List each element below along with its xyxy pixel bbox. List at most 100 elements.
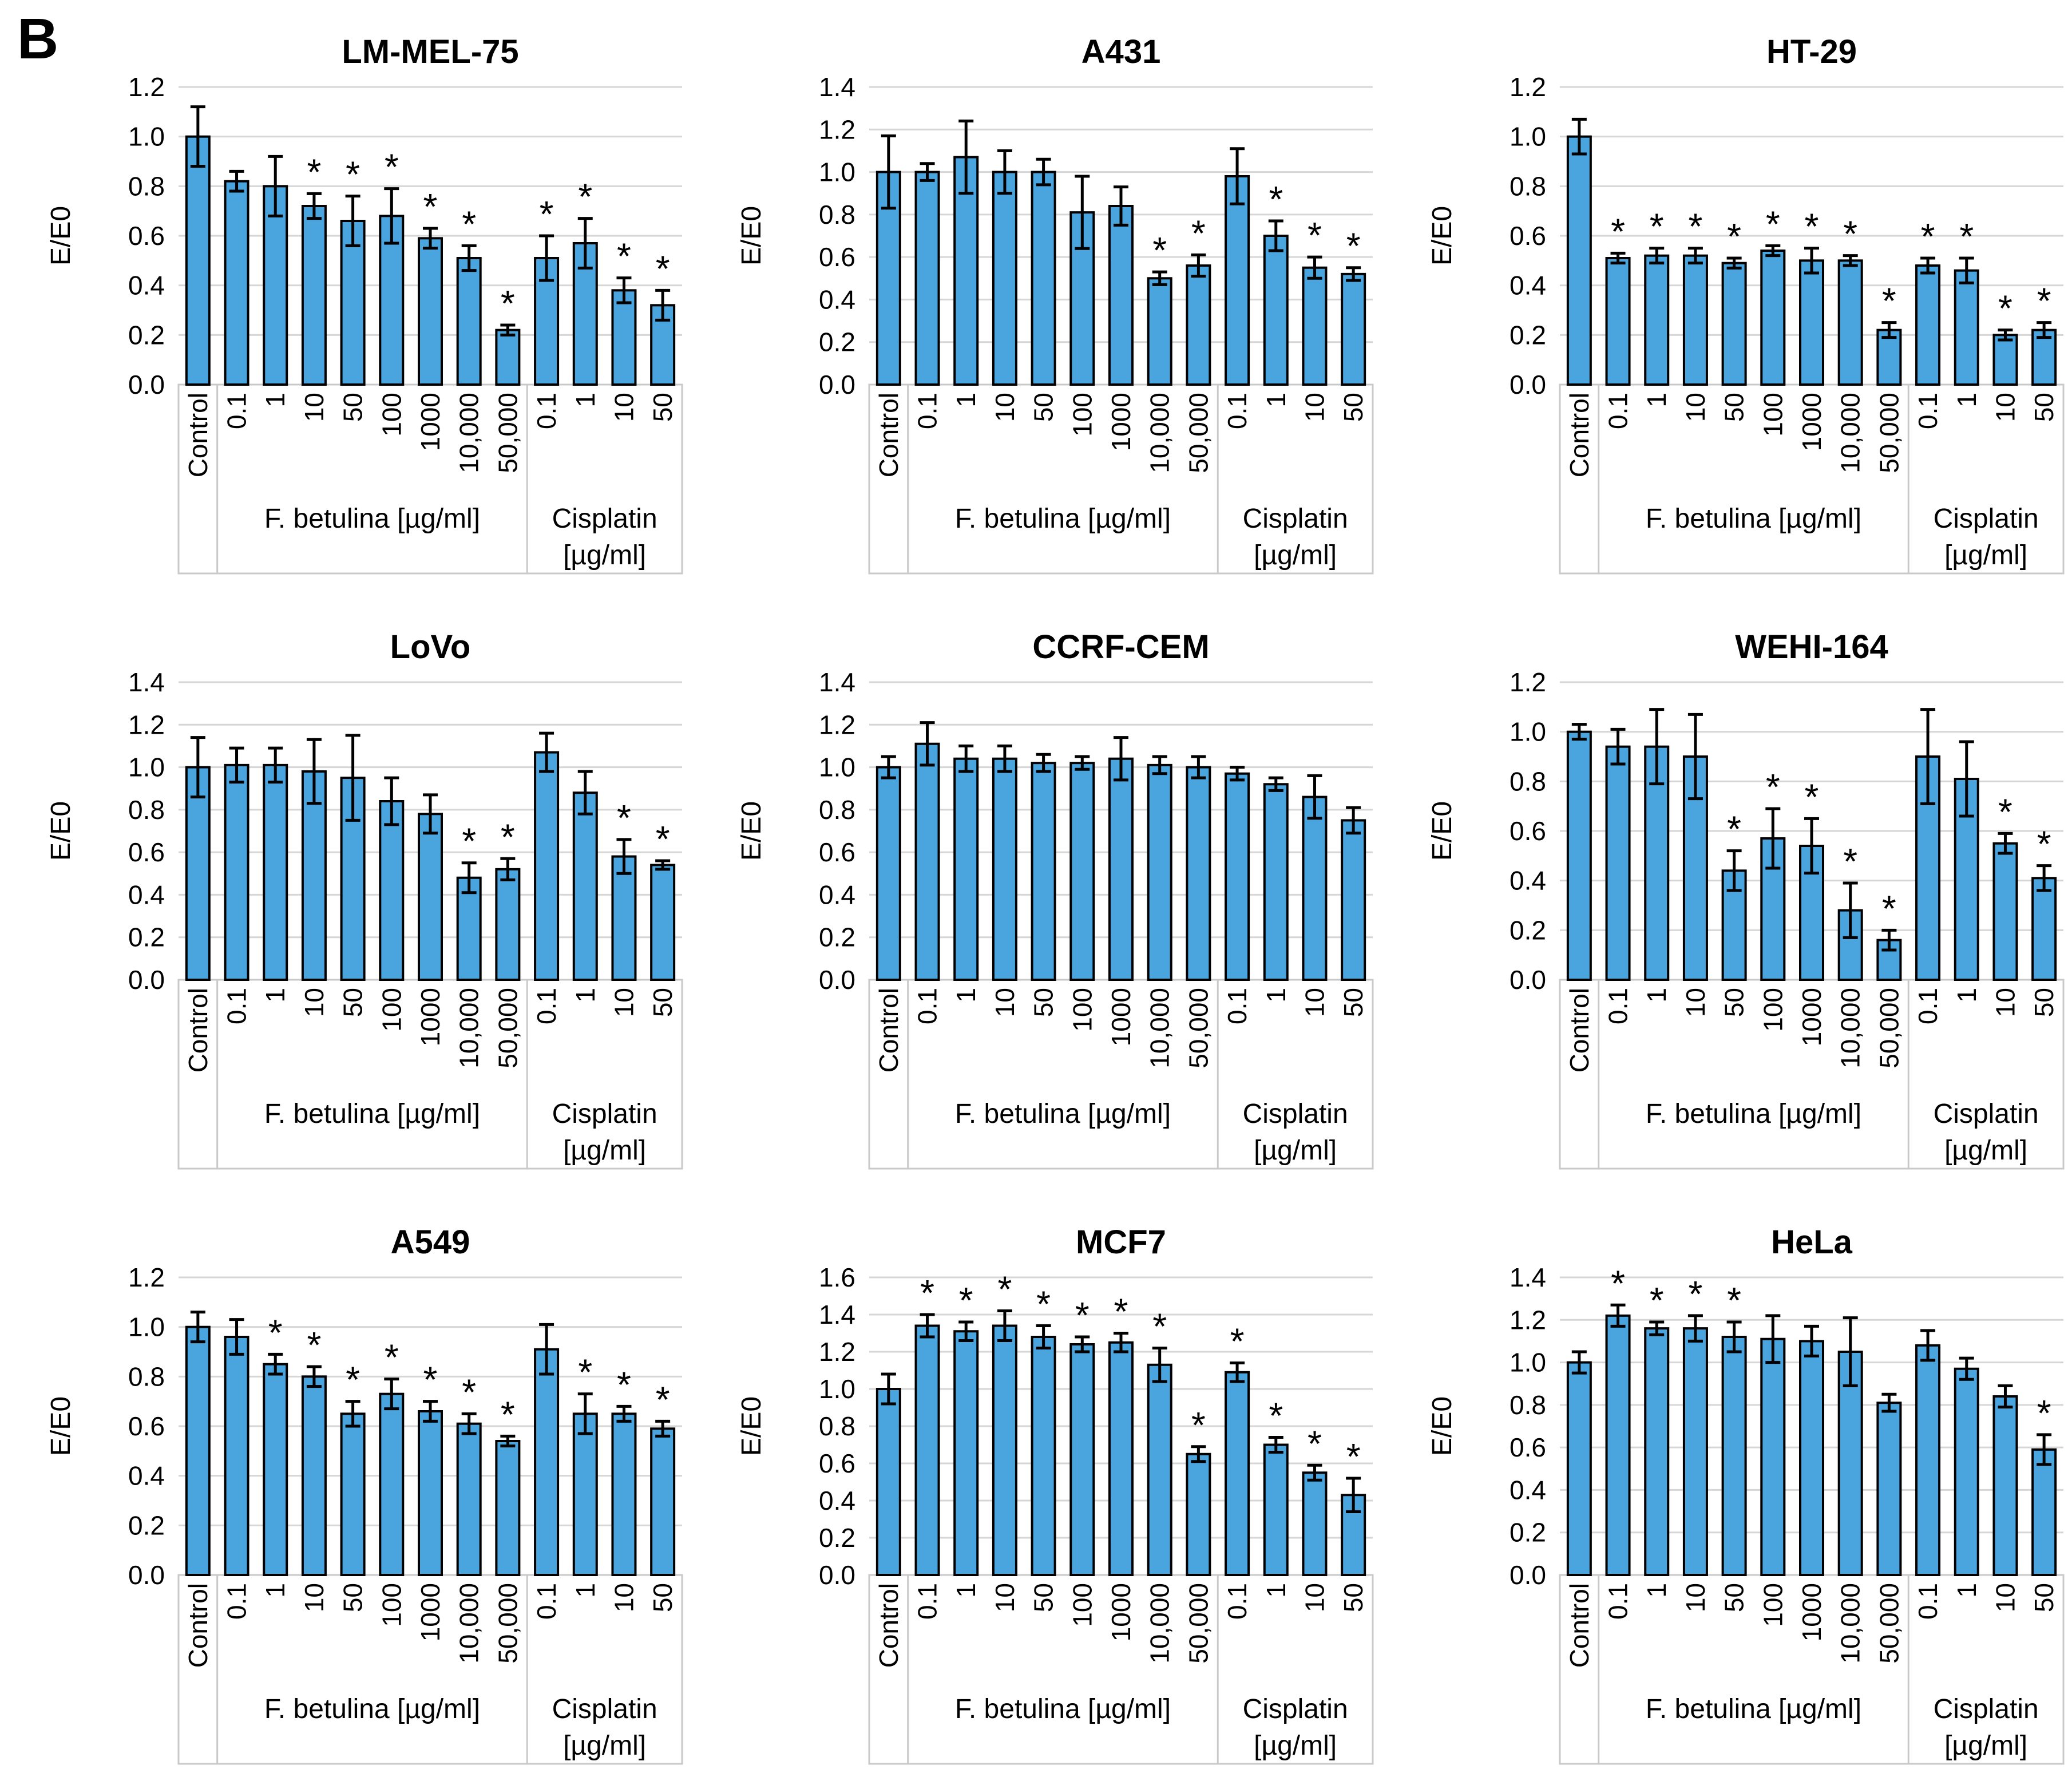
chart-svg-MCF7: 0.0 0.2 0.4 0.6 0.8 1.0 1.2 1.4 1.6 MCF7 E/E0 Contr… <box>736 1224 1374 1765</box>
category-label: 10 <box>609 393 639 422</box>
y-tick-label: 1.2 <box>819 114 855 144</box>
significance-asterisk: * <box>1114 1291 1128 1332</box>
category-label: Control <box>183 988 213 1072</box>
group-label: Cisplatin <box>1934 504 2039 534</box>
group-label: [µg/ml] <box>1254 540 1337 571</box>
chart-title: HT-29 <box>1766 33 1857 70</box>
significance-asterisk: * <box>423 1359 438 1400</box>
y-tick-label: 0.0 <box>128 965 165 995</box>
bar <box>2031 328 2057 386</box>
y-tick-label: 1.2 <box>1510 667 1546 697</box>
y-axis-label: E/E0 <box>736 206 767 266</box>
category-label: 10 <box>1990 1583 2020 1612</box>
category-label: 50 <box>1029 988 1059 1017</box>
significance-asterisk: * <box>2037 1392 2051 1434</box>
significance-asterisk: * <box>462 203 476 244</box>
category-label: 1 <box>951 988 981 1003</box>
significance-asterisk: * <box>540 193 554 235</box>
significance-asterisk: * <box>959 1280 973 1321</box>
bar <box>1915 264 1941 386</box>
bar <box>1031 762 1056 981</box>
significance-asterisk: * <box>1805 776 1819 817</box>
significance-asterisk: * <box>501 283 515 324</box>
y-tick-label: 1.0 <box>1510 122 1546 152</box>
y-tick-label: 1.2 <box>819 1337 855 1367</box>
category-label: 1000 <box>1797 393 1827 451</box>
significance-asterisk: * <box>1191 1404 1206 1446</box>
significance-asterisk: * <box>578 1352 592 1393</box>
bar <box>953 1330 979 1576</box>
y-tick-label: 1.2 <box>1510 1305 1546 1335</box>
category-label: 100 <box>1758 393 1788 437</box>
category-label: 1 <box>260 1583 290 1598</box>
category-label: 10,000 <box>454 1583 484 1664</box>
bar <box>1644 254 1670 386</box>
bar <box>914 742 940 981</box>
chart-svg-LoVo: 0.0 0.2 0.4 0.6 0.8 1.0 1.2 1.4 LoVo E/E0 Control 0… <box>46 628 683 1170</box>
category-label: 10 <box>1300 988 1329 1017</box>
bar <box>2031 877 2057 981</box>
category-label: 1000 <box>415 393 445 451</box>
category-label: 0.1 <box>532 1583 561 1620</box>
significance-asterisk: * <box>1036 1284 1051 1325</box>
significance-asterisk: * <box>1650 206 1664 247</box>
category-label: 0.1 <box>913 1583 942 1620</box>
bar <box>1225 772 1250 981</box>
significance-asterisk: * <box>997 1269 1012 1310</box>
significance-asterisk: * <box>617 1364 631 1405</box>
y-tick-label: 0.8 <box>819 1411 855 1441</box>
bar <box>1108 757 1134 981</box>
y-tick-label: 0.4 <box>1510 1475 1546 1505</box>
significance-asterisk: * <box>1688 1273 1702 1315</box>
bar <box>1341 272 1366 386</box>
bar <box>1225 1371 1250 1576</box>
category-label: 1 <box>1261 988 1291 1003</box>
chart-panel-MCF7: 0.0 0.2 0.4 0.6 0.8 1.0 1.2 1.4 1.6 MCF7 E/E0 Contr… <box>691 1190 1381 1785</box>
bar <box>379 800 405 981</box>
y-tick-label: 0.2 <box>1510 915 1546 945</box>
bar <box>1031 171 1056 386</box>
y-tick-label: 0.2 <box>819 1523 855 1553</box>
group-label: [µg/ml] <box>1944 1731 2027 1761</box>
y-tick-label: 0.4 <box>819 284 855 314</box>
bar <box>650 864 676 981</box>
bar <box>1069 1343 1095 1576</box>
group-label: [µg/ml] <box>1944 1135 2027 1166</box>
category-label: 0.1 <box>222 988 252 1024</box>
chart-panel-A431: 0.0 0.2 0.4 0.6 0.8 1.0 1.2 1.4 A431 E/E0 Control 0… <box>691 0 1381 595</box>
y-tick-label: 0.0 <box>128 1560 165 1590</box>
category-label: 10,000 <box>1836 1583 1865 1664</box>
y-tick-label: 1.0 <box>128 1312 165 1342</box>
y-tick-label: 0.0 <box>128 370 165 399</box>
bar <box>992 757 1017 981</box>
significance-asterisk: * <box>1075 1295 1090 1336</box>
significance-asterisk: * <box>1346 225 1361 267</box>
y-tick-label: 0.4 <box>819 1486 855 1515</box>
bar <box>1721 1336 1747 1576</box>
category-label: 1 <box>1642 1583 1671 1598</box>
group-label: [µg/ml] <box>563 1731 646 1761</box>
category-label: 50,000 <box>1874 988 1904 1068</box>
chart-svg-WEHI-164: 0.0 0.2 0.4 0.6 0.8 1.0 1.2 WEHI-164 E/E0 Control… <box>1427 628 2065 1170</box>
group-label: F. betulina [µg/ml] <box>1646 504 1861 534</box>
significance-asterisk: * <box>1269 1395 1283 1436</box>
category-label: 50 <box>1029 393 1059 422</box>
significance-asterisk: * <box>1688 206 1702 247</box>
y-tick-label: 0.4 <box>128 880 165 909</box>
y-tick-label: 0.8 <box>819 795 855 825</box>
category-label: 50,000 <box>1183 1583 1213 1664</box>
category-label: 50 <box>338 988 368 1017</box>
group-label: Cisplatin <box>552 1099 657 1129</box>
bar <box>185 1325 211 1577</box>
category-label: 100 <box>377 1583 406 1627</box>
category-label: 1000 <box>1106 1583 1136 1641</box>
y-tick-label: 1.2 <box>128 1262 165 1292</box>
significance-asterisk: * <box>1766 766 1780 808</box>
category-label: 50,000 <box>1874 393 1904 473</box>
bar <box>1108 205 1134 386</box>
category-label: Control <box>874 988 904 1072</box>
bar <box>1837 1351 1863 1576</box>
category-label: 50,000 <box>1183 988 1213 1068</box>
category-label: Control <box>1564 988 1594 1072</box>
bar <box>224 180 249 386</box>
